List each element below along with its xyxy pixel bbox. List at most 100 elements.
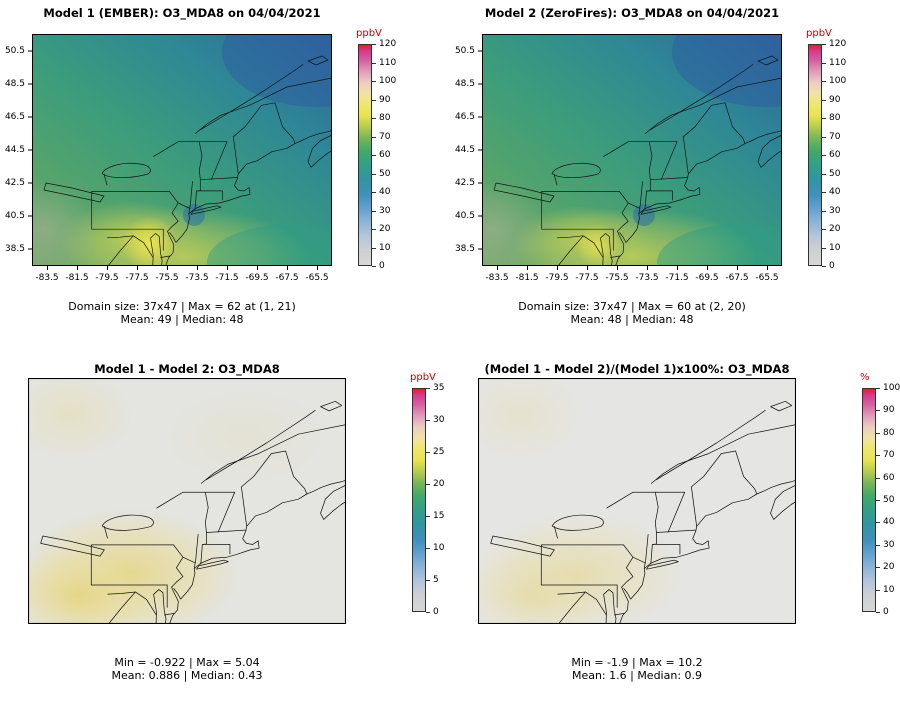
colorbar-tick-label: 50 [379, 168, 391, 179]
colorbar-tick-mark [426, 484, 430, 485]
stats-line1: Domain size: 37x47 | Max = 60 at (2, 20) [518, 300, 746, 313]
colorbar-tick-mark [372, 136, 376, 138]
y-tick-label: 38.5 [4, 244, 25, 255]
stats-line2: Mean: 1.6 | Median: 0.9 [571, 669, 703, 682]
colorbar-tick-label: 20 [433, 479, 445, 489]
colorbar-tick-mark [372, 118, 376, 119]
panel-title: Model 2 (ZeroFires): O3_MDA8 on 04/04/20… [484, 6, 780, 20]
x-tick-label: -73.5 [185, 273, 209, 283]
colorbar-tick-label: 20 [883, 562, 895, 573]
colorbar-tick-label: 80 [883, 427, 895, 438]
map-frame [482, 34, 782, 266]
colorbar-tick-mark [372, 192, 376, 193]
x-tick-label: -83.5 [485, 273, 509, 283]
colorbar-tick-label: 0 [829, 261, 835, 271]
colorbar [412, 388, 426, 612]
colorbar-tick-label: 90 [379, 94, 391, 105]
x-tick-label: -75.5 [605, 273, 629, 283]
colorbar-tick-label: 60 [379, 150, 391, 160]
colorbar [808, 44, 822, 266]
colorbar-tick-mark [822, 266, 826, 267]
colorbar-tick-label: 110 [379, 57, 397, 68]
colorbar-tick-mark [426, 516, 430, 517]
map-canvas [478, 378, 796, 624]
x-tick-label: -67.5 [725, 273, 749, 283]
x-tick-mark [167, 266, 168, 270]
colorbar-tick-label: 100 [883, 383, 900, 393]
colorbar-tick-label: 25 [433, 447, 445, 457]
y-tick-label: 48.5 [4, 78, 25, 89]
colorbar-tick-mark [426, 612, 430, 613]
x-tick-mark [527, 266, 528, 270]
panel-model1: Model 1 (EMBER): O3_MDA8 on 04/04/2021 -… [0, 0, 450, 353]
colorbar-tick-mark [822, 210, 826, 212]
colorbar-tick-mark [822, 136, 826, 138]
colorbar-tick-label: 20 [829, 224, 841, 234]
colorbar-tick-label: 120 [829, 39, 847, 49]
map-difference [28, 378, 346, 624]
x-tick-label: -79.5 [95, 273, 119, 283]
colorbar-tick-label: 60 [883, 472, 895, 483]
colorbar-tick-mark [372, 44, 376, 45]
colorbar [862, 388, 876, 612]
stats-line1: Min = -1.9 | Max = 10.2 [571, 656, 703, 669]
colorbar-tick-label: 50 [883, 495, 895, 505]
nw-faint-diff [28, 378, 134, 460]
colorbar-tick-mark [822, 99, 826, 101]
panel-title: Model 1 (EMBER): O3_MDA8 on 04/04/2021 [43, 6, 321, 20]
colorbar-unit-label: ppbV [356, 28, 382, 39]
stats-line1: Domain size: 37x47 | Max = 62 at (1, 21) [68, 300, 296, 313]
x-tick-label: -77.5 [125, 273, 149, 283]
stats-line1: Min = -0.922 | Max = 5.04 [114, 656, 260, 669]
x-tick-mark [197, 266, 198, 270]
colorbar-tick-label: 100 [829, 76, 847, 86]
x-tick-mark [257, 266, 258, 270]
colorbar-tick-mark [822, 62, 826, 64]
x-tick-label: -75.5 [155, 273, 179, 283]
colorbar-tick-label: 120 [379, 39, 397, 49]
map-frame [32, 34, 332, 266]
colorbar-tick-label: 80 [829, 113, 841, 123]
x-tick-label: -71.5 [665, 273, 689, 283]
x-tick-label: -69.5 [245, 273, 269, 283]
nyc-low-spot [183, 204, 205, 226]
colorbar-unit-label: ppbV [806, 28, 832, 39]
y-tick-label: 42.5 [4, 178, 25, 189]
map-model1 [32, 34, 332, 266]
x-tick-label: -81.5 [65, 273, 89, 283]
x-tick-mark [227, 266, 228, 270]
colorbar-tick-label: 15 [433, 511, 445, 521]
y-tick-label: 50.5 [454, 45, 475, 56]
x-tick-label: -77.5 [575, 273, 599, 283]
map-frame [478, 378, 796, 624]
y-tick-label: 40.5 [454, 211, 475, 222]
y-tick-label: 44.5 [4, 145, 25, 155]
colorbar-tick-mark [876, 544, 880, 546]
colorbar-tick-label: 10 [883, 584, 895, 595]
map-canvas [32, 34, 332, 266]
map-canvas [482, 34, 782, 266]
colorbar-tick-mark [372, 247, 376, 249]
colorbar-tick-label: 70 [829, 131, 841, 142]
colorbar-tick-label: 0 [433, 607, 439, 617]
x-tick-label: -79.5 [545, 273, 569, 283]
colorbar-tick-label: 5 [433, 575, 439, 585]
panel-title: Model 1 - Model 2: O3_MDA8 [94, 362, 280, 376]
positive-diff-core [478, 550, 600, 624]
colorbar-tick-mark [876, 612, 880, 613]
colorbar-tick-mark [822, 44, 826, 45]
colorbar-tick-mark [822, 229, 826, 230]
colorbar-tick-mark [876, 567, 880, 569]
se-ocean-region [657, 224, 782, 266]
colorbar-tick-label: 80 [379, 113, 391, 123]
colorbar-tick-mark [372, 81, 376, 82]
colorbar-tick-mark [426, 388, 430, 389]
colorbar-tick-mark [372, 173, 376, 175]
colorbar-tick-mark [876, 477, 880, 479]
nw-faint-diff [478, 378, 584, 460]
stats-line2: Mean: 0.886 | Median: 0.43 [111, 669, 263, 682]
colorbar-tick-mark [426, 452, 430, 453]
x-tick-mark [47, 266, 48, 270]
colorbar-tick-mark [822, 155, 826, 156]
